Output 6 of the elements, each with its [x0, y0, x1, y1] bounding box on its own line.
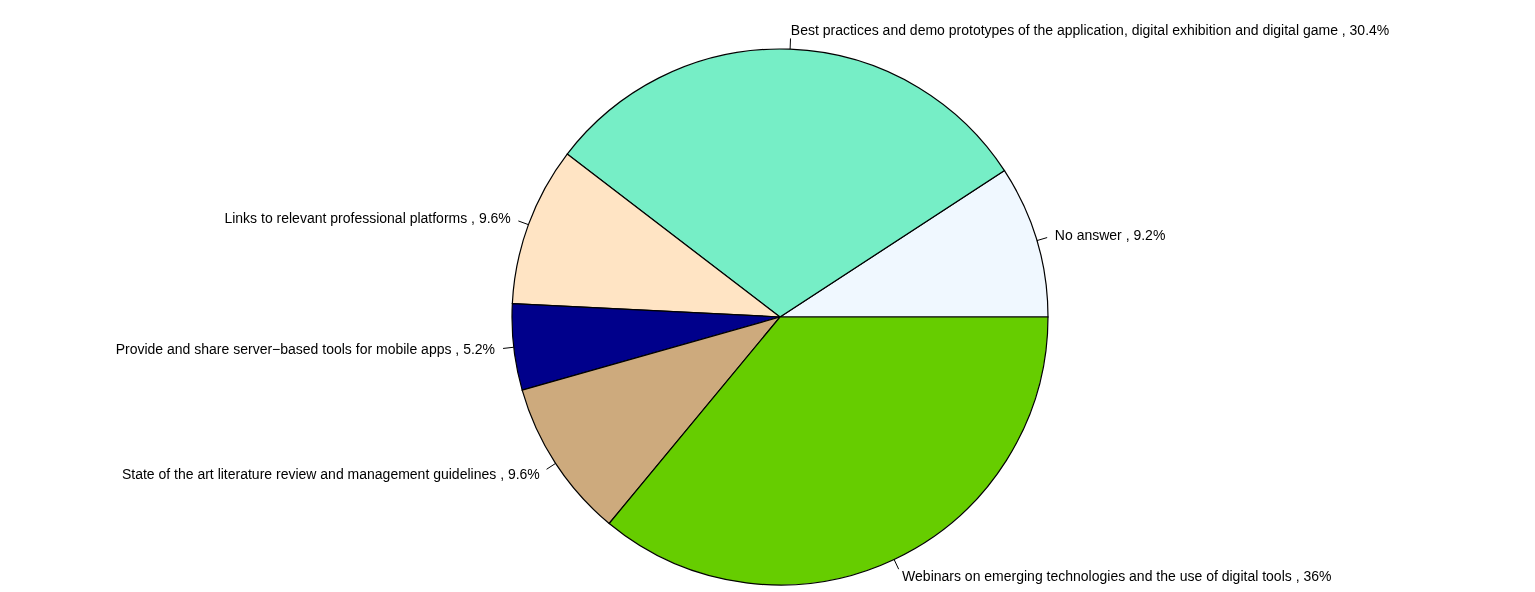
slice-label: Best practices and demo prototypes of the application, digital exhibition and digital game , 30.4% [790, 22, 1390, 39]
slice-label: State of the art literature review and management guidelines , 9.6% [121, 465, 540, 482]
slice-label: No answer , 9.2% [1054, 227, 1166, 244]
slice-label: Webinars on emerging technologies and the use of digital tools , 36% [902, 568, 1332, 585]
slice-label: Links to relevant professional platforms , 9.6% [224, 210, 511, 227]
slice-label: Provide and share server−based tools for mobile apps , 5.2% [115, 341, 496, 358]
